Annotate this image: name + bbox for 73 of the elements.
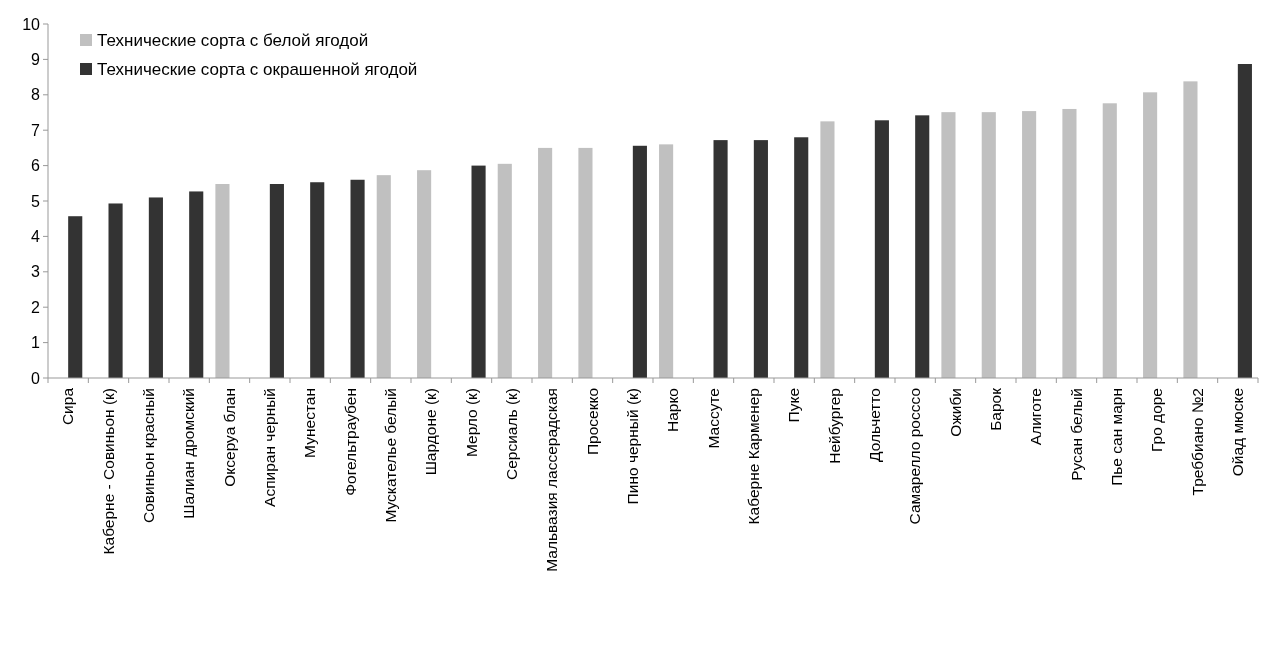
x-tick-label: Мерло (к) [462, 388, 480, 458]
legend-label: Технические сорта с окрашенной ягодой [97, 59, 418, 79]
x-tick-label: Нейбургер [825, 388, 843, 464]
x-tick-label: Массуте [704, 388, 722, 449]
x-tick-label: Гро доре [1148, 388, 1166, 452]
y-tick-label: 1 [31, 334, 41, 352]
x-tick-label: Каберне - Совиньон (к) [99, 388, 117, 555]
x-tick-label: Сира [59, 387, 77, 426]
bar [350, 179, 365, 378]
x-tick-label: Просекко [583, 388, 601, 456]
x-tick-label: Совиньон красный [139, 388, 157, 523]
x-tick-label: Ожиби [946, 388, 964, 437]
bar [1102, 103, 1117, 378]
y-tick-label: 2 [31, 298, 41, 316]
x-tick-label: Алиготе [1027, 388, 1045, 446]
x-tick-label: Мальвазия лассерадская [543, 388, 561, 572]
x-tick-label: Пино черный (к) [623, 388, 641, 505]
x-tick-label: Пуке [785, 388, 803, 423]
bar [874, 120, 889, 378]
bar [578, 147, 593, 378]
bar [632, 145, 647, 378]
x-tick-label: Нарко [664, 388, 682, 433]
y-tick-label: 7 [31, 121, 41, 139]
bar [108, 203, 123, 378]
bar [753, 140, 768, 378]
bar [189, 191, 204, 378]
bar [538, 147, 553, 378]
x-tick-label: Барок [986, 387, 1004, 431]
legend-label: Технические сорта с белой ягодой [97, 30, 369, 50]
bar [1143, 92, 1158, 378]
bar [794, 137, 809, 378]
bar [1022, 111, 1037, 378]
x-tick-label: Каберне Карменер [744, 388, 762, 525]
x-tick-label: Фогельтраубен [341, 388, 359, 496]
x-tick-label: Пье сан марн [1107, 388, 1125, 486]
bar [981, 112, 996, 378]
y-tick-label: 3 [31, 263, 41, 281]
y-tick-label: 0 [31, 369, 41, 387]
y-tick-label: 10 [22, 15, 41, 33]
bar [215, 184, 230, 378]
bar [269, 184, 284, 378]
x-tick-label: Шардоне (к) [422, 388, 440, 476]
bar [471, 165, 486, 378]
x-tick-label: Мунестан [301, 388, 319, 458]
x-tick-label: Самарелло росссо [906, 388, 924, 525]
bar [1062, 108, 1077, 378]
bar [376, 175, 391, 378]
x-tick-label: Треббиано №2 [1188, 388, 1206, 496]
bar [659, 144, 674, 378]
y-tick-label: 9 [31, 51, 41, 68]
x-tick-label: Русан белый [1067, 388, 1085, 481]
y-tick-label: 8 [31, 86, 41, 104]
y-tick-label: 6 [31, 157, 41, 175]
x-tick-label: Дольчетто [865, 388, 883, 462]
bar [497, 163, 512, 378]
x-tick-label: Мускательe белый [381, 388, 399, 523]
bar [68, 216, 83, 378]
x-tick-label: Шалиан дромский [180, 388, 198, 519]
x-tick-label: Аспиран черный [260, 388, 278, 507]
bar [713, 140, 728, 378]
bar [417, 170, 432, 378]
y-tick-label: 5 [31, 192, 41, 210]
bar [820, 121, 835, 378]
bar [1183, 81, 1198, 378]
bar [941, 112, 956, 378]
bar [310, 182, 325, 378]
x-tick-label: Серсиаль (к) [502, 388, 520, 480]
y-tick-label: 4 [31, 228, 41, 245]
bar [915, 115, 930, 378]
bar [1237, 64, 1252, 378]
x-tick-label: Ойад мюске [1228, 388, 1246, 477]
x-tick-label: Оксеруа блан [220, 388, 238, 487]
bar [148, 197, 163, 378]
